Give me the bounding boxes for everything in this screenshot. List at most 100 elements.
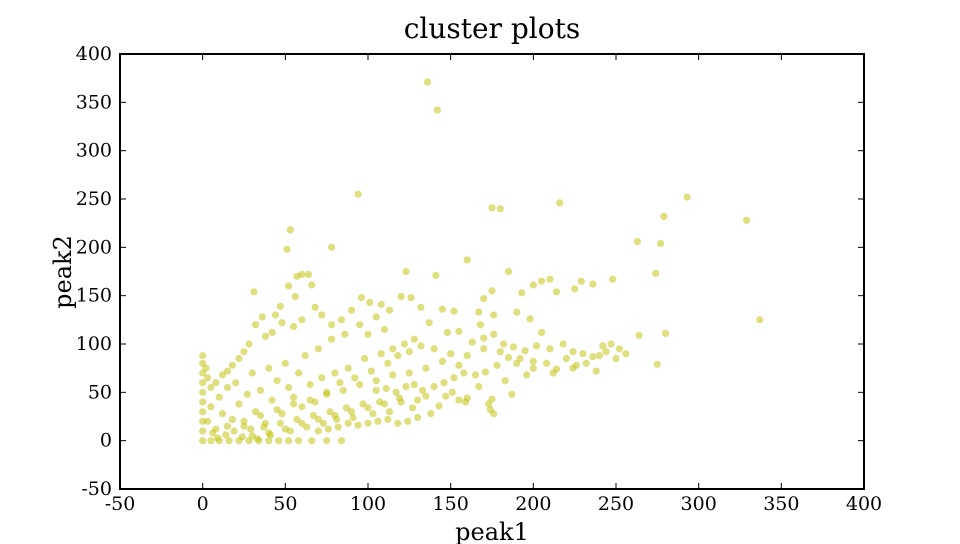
scatter-point [397, 293, 405, 301]
y-tick-label: -50 [81, 478, 112, 500]
scatter-point [314, 415, 322, 423]
scatter-point [490, 311, 498, 319]
scatter-point [430, 345, 438, 353]
scatter-point [538, 328, 546, 336]
scatter-point [380, 325, 389, 334]
scatter-point [653, 360, 661, 368]
scatter-point [253, 435, 261, 443]
scatter-point [344, 419, 352, 427]
scatter-point [308, 281, 316, 289]
scatter-point [223, 367, 232, 375]
scatter-point [430, 382, 438, 391]
scatter-point [392, 388, 400, 396]
scatter-point [455, 327, 463, 335]
scatter-point [228, 415, 236, 423]
scatter-point [384, 415, 392, 423]
scatter-point [366, 298, 374, 306]
scatter-point [238, 433, 246, 441]
scatter-point [450, 307, 458, 315]
scatter-point [427, 410, 435, 418]
scatter-point [442, 392, 450, 400]
scatter-point [480, 295, 488, 303]
points-layer [199, 78, 764, 445]
y-tick-label: 250 [76, 188, 112, 210]
scatter-point [602, 348, 610, 356]
scatter-point [271, 311, 279, 319]
scatter-point [582, 359, 590, 367]
scatter-point [301, 352, 309, 360]
scatter-point [306, 396, 314, 404]
scatter-point [476, 321, 484, 329]
scatter-point [199, 388, 207, 396]
scatter-point [475, 382, 483, 391]
scatter-point [518, 289, 526, 297]
scatter-point [529, 281, 537, 289]
scatter-point [286, 427, 294, 435]
scatter-point [344, 364, 352, 372]
scatter-point [589, 353, 597, 361]
scatter-point [448, 388, 456, 396]
scatter-point [318, 374, 326, 382]
y-tick-label: 400 [76, 43, 112, 65]
scatter-point [199, 427, 207, 435]
scatter-point [326, 408, 334, 416]
x-tick-label: 350 [763, 493, 799, 515]
x-tick-label: 0 [197, 493, 209, 515]
scatter-point [364, 404, 372, 412]
scatter-point [276, 419, 284, 427]
scatter-point [402, 267, 410, 276]
x-tick-label: -50 [105, 493, 136, 515]
scatter-point [347, 306, 356, 314]
scatter-point [252, 408, 260, 416]
scatter-point [199, 408, 207, 416]
scatter-point [572, 361, 580, 369]
scatter-point [504, 267, 513, 276]
scatter-point [450, 374, 458, 382]
scatter-point [298, 419, 306, 427]
scatter-point [339, 386, 347, 394]
y-axis-label: peak2 [49, 235, 77, 309]
scatter-point [493, 361, 501, 369]
scatter-point [579, 350, 587, 358]
x-tick-label: 150 [433, 493, 469, 515]
scatter-point [306, 381, 314, 389]
scatter-point [347, 408, 356, 416]
scatter-point [199, 437, 207, 445]
scatter-point [223, 422, 232, 430]
scatter-point [615, 345, 623, 353]
scatter-point [407, 294, 415, 302]
scatter-point [314, 427, 322, 435]
chart-title: cluster plots [404, 12, 581, 45]
scatter-point [215, 393, 223, 401]
scatter-point [490, 330, 498, 338]
scatter-point [546, 275, 554, 283]
scatter-point [513, 308, 521, 316]
scatter-point [218, 371, 227, 379]
scatter-point [285, 383, 293, 392]
scatter-point [526, 315, 534, 323]
scatter-point [318, 311, 326, 319]
scatter-point [521, 347, 529, 355]
scatter-point [336, 379, 344, 387]
scatter-point [357, 294, 365, 302]
scatter-point [480, 334, 488, 342]
scatter-point [308, 437, 316, 445]
scatter-point [425, 319, 433, 327]
scatter-point [278, 410, 286, 418]
scatter-point [230, 427, 238, 435]
scatter-point [422, 392, 430, 400]
scatter-point [298, 403, 306, 411]
scatter-point [385, 408, 394, 416]
scatter-point [359, 400, 367, 408]
scatter-point [377, 300, 385, 308]
scatter-point [529, 357, 537, 365]
scatter-point [471, 371, 480, 379]
scatter-point [592, 367, 600, 375]
scatter-point [324, 425, 332, 433]
ticks-layer: -50 0 50 100 150 200 250 300 350 400 -50 0 50 100 150 2… [76, 43, 882, 515]
scatter-point [349, 413, 357, 422]
scatter-point [225, 437, 233, 445]
scatter-point [455, 361, 463, 369]
scatter-point [414, 413, 422, 422]
